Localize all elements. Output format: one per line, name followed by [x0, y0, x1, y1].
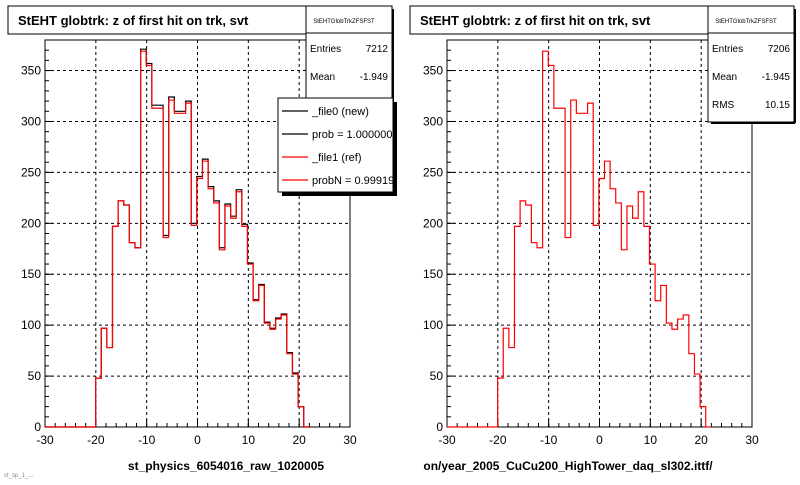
- chart-title: StEHT globtrk: z of first hit on trk, sv…: [420, 13, 651, 28]
- y-tick-label: 100: [423, 318, 443, 332]
- x-tick-label: 10: [644, 433, 658, 447]
- stats-label: RMS: [712, 100, 735, 111]
- stats-box: [707, 5, 795, 123]
- x-tick-label: 30: [745, 433, 759, 447]
- y-tick-label: 300: [423, 114, 443, 128]
- stats-value: -1.949: [360, 72, 389, 83]
- legend-entry-label: _file0 (new): [311, 106, 369, 118]
- stats-value: -1.945: [762, 72, 791, 83]
- stats-label: Mean: [310, 72, 335, 83]
- y-tick-label: 0: [34, 420, 41, 434]
- x-tick-label: -20: [489, 433, 507, 447]
- stats-label: Entries: [712, 44, 743, 55]
- histogram-series-1: [447, 50, 712, 428]
- legend-entries: _file0 (new) prob = 1.000000 _file1 (ref) p…: [282, 106, 394, 187]
- y-tick-label: 50: [430, 369, 444, 383]
- y-tick-label: 150: [21, 267, 41, 281]
- stats-box-title: StEHTGlobTrkZFSFST: [313, 19, 375, 25]
- histogram-panel-1: -30 -20 -10 0 10 20 30050100150200250300350StE…: [7, 5, 397, 473]
- y-tick-label: 50: [28, 369, 42, 383]
- x-tick-label: -30: [36, 433, 54, 447]
- stats-box-title: StEHTGlobTrkZFSFST: [715, 19, 777, 25]
- y-tick-label: 200: [21, 216, 41, 230]
- stats-value: 7212: [366, 44, 389, 55]
- x-tick-label: 10: [242, 433, 256, 447]
- x-tick-label: 0: [194, 433, 201, 447]
- y-tick-label: 250: [423, 165, 443, 179]
- stats-value: 10.15: [765, 100, 790, 111]
- histogram-series-2: [45, 50, 310, 428]
- x-tick-label: -10: [138, 433, 156, 447]
- title-box: [409, 5, 709, 35]
- legend-box: [277, 97, 394, 193]
- x-tick-label: -10: [540, 433, 558, 447]
- y-tick-label: 250: [21, 165, 41, 179]
- x-tick-label: -30: [438, 433, 456, 447]
- y-tick-label: 100: [21, 318, 41, 332]
- x-tick-label: 20: [292, 433, 306, 447]
- x-tick-label: 30: [343, 433, 357, 447]
- y-tick-label: 300: [21, 114, 41, 128]
- x-tick-label: -20: [87, 433, 105, 447]
- x-tick-label: 20: [694, 433, 708, 447]
- legend-entry-label: _file1 (ref): [311, 152, 362, 164]
- legend-entry-label: prob = 1.000000: [312, 129, 392, 141]
- y-tick-label: 0: [436, 420, 443, 434]
- stats-label: Mean: [712, 72, 737, 83]
- chart-title: StEHT globtrk: z of first hit on trk, sv…: [18, 13, 249, 28]
- title-box: [7, 5, 307, 35]
- x-axis-label: st_physics_6054016_raw_1020005: [128, 459, 324, 473]
- y-tick-label: 350: [21, 64, 41, 78]
- x-tick-label: 0: [596, 433, 603, 447]
- histogram-panel-2: -30 -20 -10 0 10 20 30050100150200250300350StE…: [409, 5, 796, 473]
- stats-value: 7206: [768, 44, 791, 55]
- x-axis-label: on/year_2005_CuCu200_HighTower_daq_sl302…: [423, 459, 713, 473]
- y-tick-label: 350: [423, 64, 443, 78]
- stats-label: Entries: [310, 44, 341, 55]
- y-tick-label: 200: [423, 216, 443, 230]
- legend-entry-label: probN = 0.99919: [312, 175, 394, 187]
- y-tick-label: 150: [423, 267, 443, 281]
- footer-note: st_sp_1_...: [4, 473, 34, 479]
